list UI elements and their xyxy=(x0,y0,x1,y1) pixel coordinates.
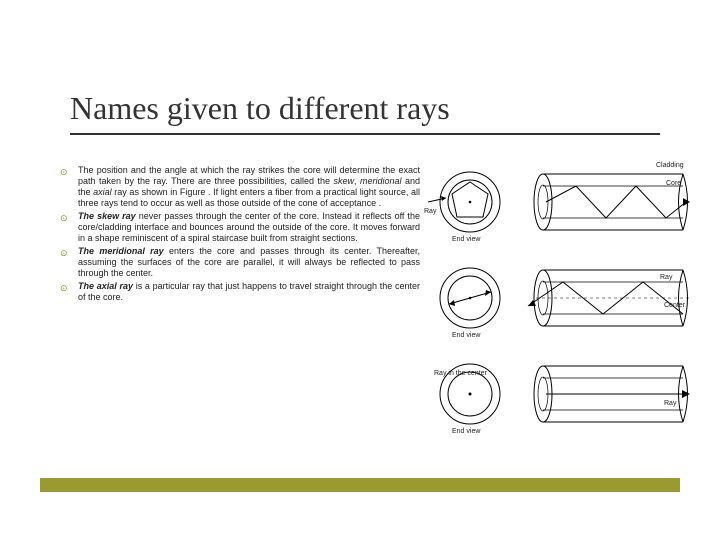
skew-ray-diagram: Ray End view Cladding Core xyxy=(428,160,708,256)
meridional-ray-diagram: End view Ray Center xyxy=(428,256,708,352)
ray-in-center-label: Ray in the center xyxy=(434,370,487,377)
slide-title: Names given to different rays xyxy=(70,90,680,127)
ray-label: Ray xyxy=(664,400,676,407)
ray-label: Ray xyxy=(424,208,436,215)
paragraph-2: The skew ray never passes through the ce… xyxy=(78,211,420,244)
end-view-label: End view xyxy=(452,236,480,243)
footer-accent-bar xyxy=(40,478,680,492)
bullet-icon: ⊙ xyxy=(60,281,78,294)
paragraph-1: The position and the angle at which the … xyxy=(78,165,420,209)
axial-ray-diagram: End view Ray in the center Ray xyxy=(428,352,708,448)
title-underline xyxy=(70,133,660,135)
paragraph-3: The meridional ray enters the core and p… xyxy=(78,246,420,279)
ray-label: Ray xyxy=(660,274,672,281)
ray-diagrams: Ray End view Cladding Core xyxy=(428,160,708,460)
cladding-label: Cladding xyxy=(656,162,684,169)
bullet-icon: ⊙ xyxy=(60,211,78,224)
bullet-icon: ⊙ xyxy=(60,246,78,259)
end-view-label: End view xyxy=(452,332,480,339)
body-text: ⊙ The position and the angle at which th… xyxy=(60,165,420,305)
core-label: Core xyxy=(666,180,681,187)
end-view-label: End view xyxy=(452,428,480,435)
center-label: Center xyxy=(664,302,685,309)
bullet-icon: ⊙ xyxy=(60,165,78,178)
paragraph-4: The axial ray is a particular ray that j… xyxy=(78,281,420,303)
